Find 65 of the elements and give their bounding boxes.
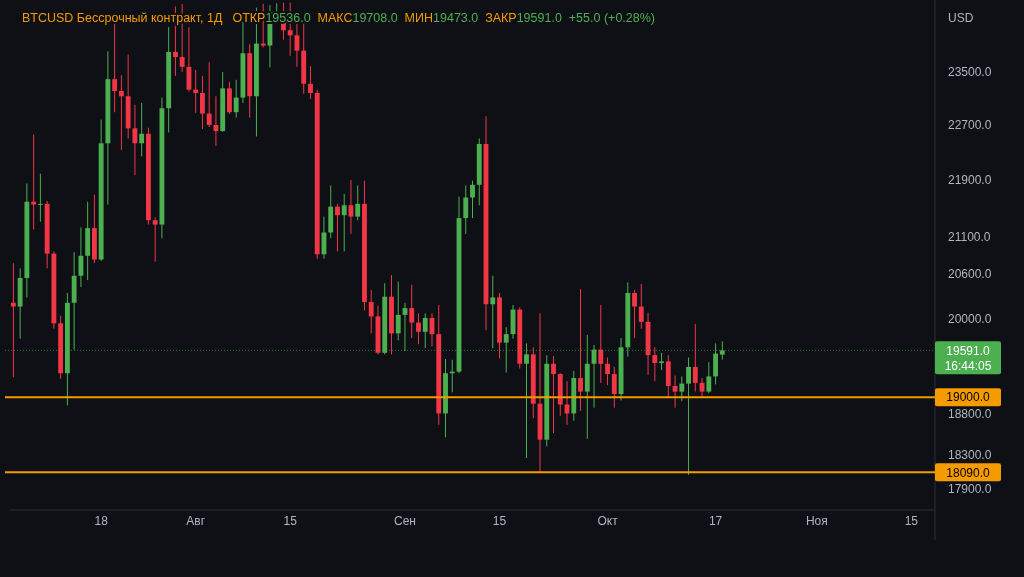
candlestick — [335, 203, 340, 252]
candlestick — [78, 226, 84, 288]
candlestick — [409, 284, 415, 339]
candlestick — [395, 281, 401, 341]
candlestick — [227, 81, 232, 115]
candlestick — [692, 323, 698, 393]
candlestick — [490, 275, 496, 349]
ref-line-label: 18090.0 — [946, 465, 991, 480]
x-tick-label: 15 — [492, 514, 507, 528]
candlestick — [341, 193, 347, 252]
candlestick — [206, 61, 212, 128]
candlestick — [713, 342, 718, 385]
candlestick — [37, 173, 43, 223]
candlestick — [31, 133, 37, 231]
candlestick — [611, 366, 617, 409]
candlestick — [551, 355, 556, 434]
y-tick-label: 20600.0 — [948, 266, 992, 281]
y-tick-label: 20000.0 — [948, 311, 992, 326]
candlestick — [679, 375, 685, 402]
y-tick-label: 23500.0 — [948, 65, 992, 80]
candlestick — [719, 340, 725, 361]
y-axis-title: USD — [948, 11, 974, 25]
y-tick-label: 18800.0 — [948, 406, 992, 421]
candlestick — [200, 75, 205, 130]
candlestick — [355, 184, 361, 221]
candlestick — [416, 312, 421, 345]
x-tick-label: Сен — [394, 514, 416, 528]
x-tick-label: 18 — [94, 514, 109, 528]
candlestick — [578, 288, 583, 412]
y-tick-label: 22700.0 — [948, 118, 992, 133]
candlestick — [10, 262, 16, 378]
candlestick — [706, 361, 712, 394]
ref-line-label: 19591.0 — [946, 343, 991, 358]
x-tick-label: Авг — [186, 514, 206, 528]
candlestick — [652, 346, 658, 382]
candlestick — [118, 74, 124, 151]
candlestick — [605, 356, 610, 386]
x-tick-label: 17 — [708, 514, 723, 528]
candlestick — [598, 304, 604, 384]
candlestick — [368, 289, 374, 334]
candlestick — [638, 283, 644, 330]
y-tick-label: 21900.0 — [948, 173, 992, 188]
text: 16:44:05 — [944, 358, 992, 373]
y-tick-label: 18300.0 — [948, 447, 992, 462]
candlestick — [152, 216, 158, 263]
x-tick-label: Ноя — [805, 514, 828, 528]
candlestick — [422, 312, 428, 349]
candlestick — [139, 102, 145, 157]
x-tick-label: 15 — [283, 514, 298, 528]
candlestick — [686, 356, 691, 476]
candlestick — [193, 69, 199, 114]
candlestick — [132, 104, 138, 176]
candlestick — [233, 79, 239, 119]
candlestick — [524, 342, 529, 459]
y-tick-label: 17900.0 — [948, 481, 992, 496]
candlestick — [186, 26, 192, 93]
candlestick — [503, 326, 509, 373]
candlestick — [470, 180, 475, 219]
candlestick — [308, 65, 313, 100]
x-tick-label: Окт — [597, 514, 619, 528]
candlestick — [463, 184, 469, 235]
y-tick-label: 21100.0 — [948, 230, 991, 245]
ref-line-label: 19000.0 — [946, 390, 991, 405]
x-tick-label: 15 — [904, 514, 919, 528]
candlestick — [632, 289, 637, 339]
